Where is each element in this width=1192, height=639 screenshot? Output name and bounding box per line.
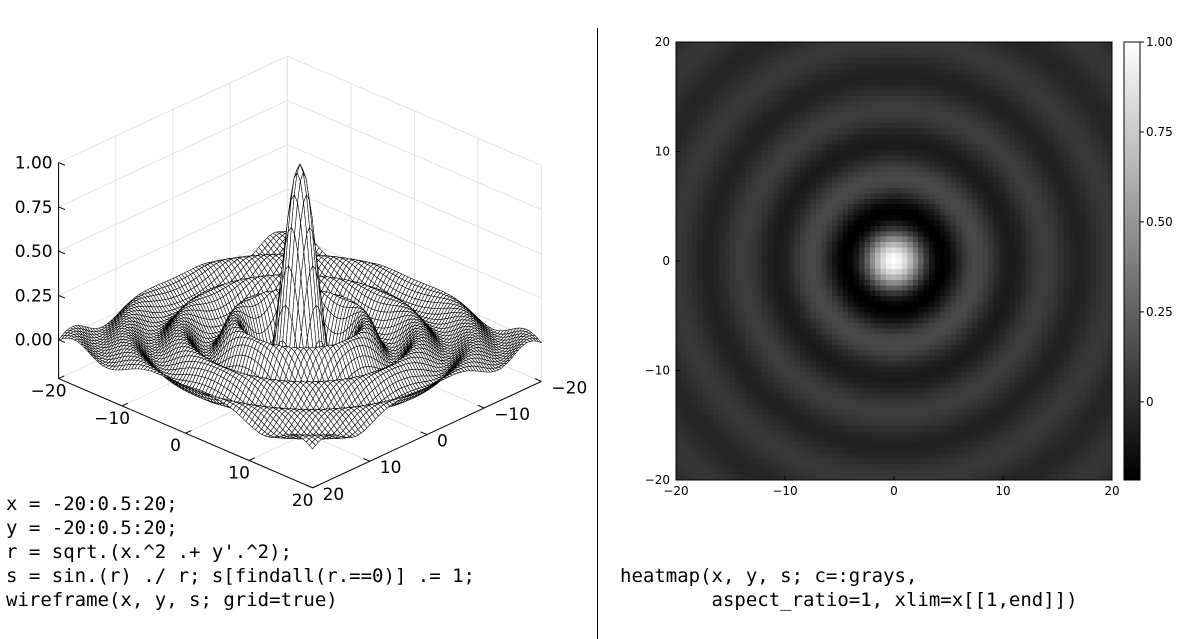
surface-mesh <box>57 163 543 450</box>
y-tick-mark <box>420 431 428 436</box>
surface-gridline <box>58 144 542 255</box>
z-tick-mark <box>58 206 66 211</box>
wireframe-surface-plot: 0.000.250.500.751.00−20−1001020−20−10010… <box>15 55 587 511</box>
x-tick-mark <box>312 484 319 489</box>
y-tick-mark <box>306 484 313 489</box>
x-tick-mark <box>185 430 192 434</box>
y-tick-mark <box>363 458 370 462</box>
z-tick-mark <box>58 294 66 299</box>
y-tick-mark <box>477 404 485 409</box>
y-tick-mark <box>534 378 542 382</box>
surface-gridline <box>58 55 542 166</box>
z-tick-mark <box>58 339 66 343</box>
surface-gridline <box>58 99 542 211</box>
x-tick-mark <box>121 402 129 407</box>
x-tick-mark <box>248 457 256 461</box>
z-tick-mark <box>58 162 66 166</box>
x-tick-mark <box>58 375 65 380</box>
surface-axes <box>58 162 542 489</box>
surface-gridline <box>58 188 542 299</box>
z-tick-mark <box>58 250 66 255</box>
